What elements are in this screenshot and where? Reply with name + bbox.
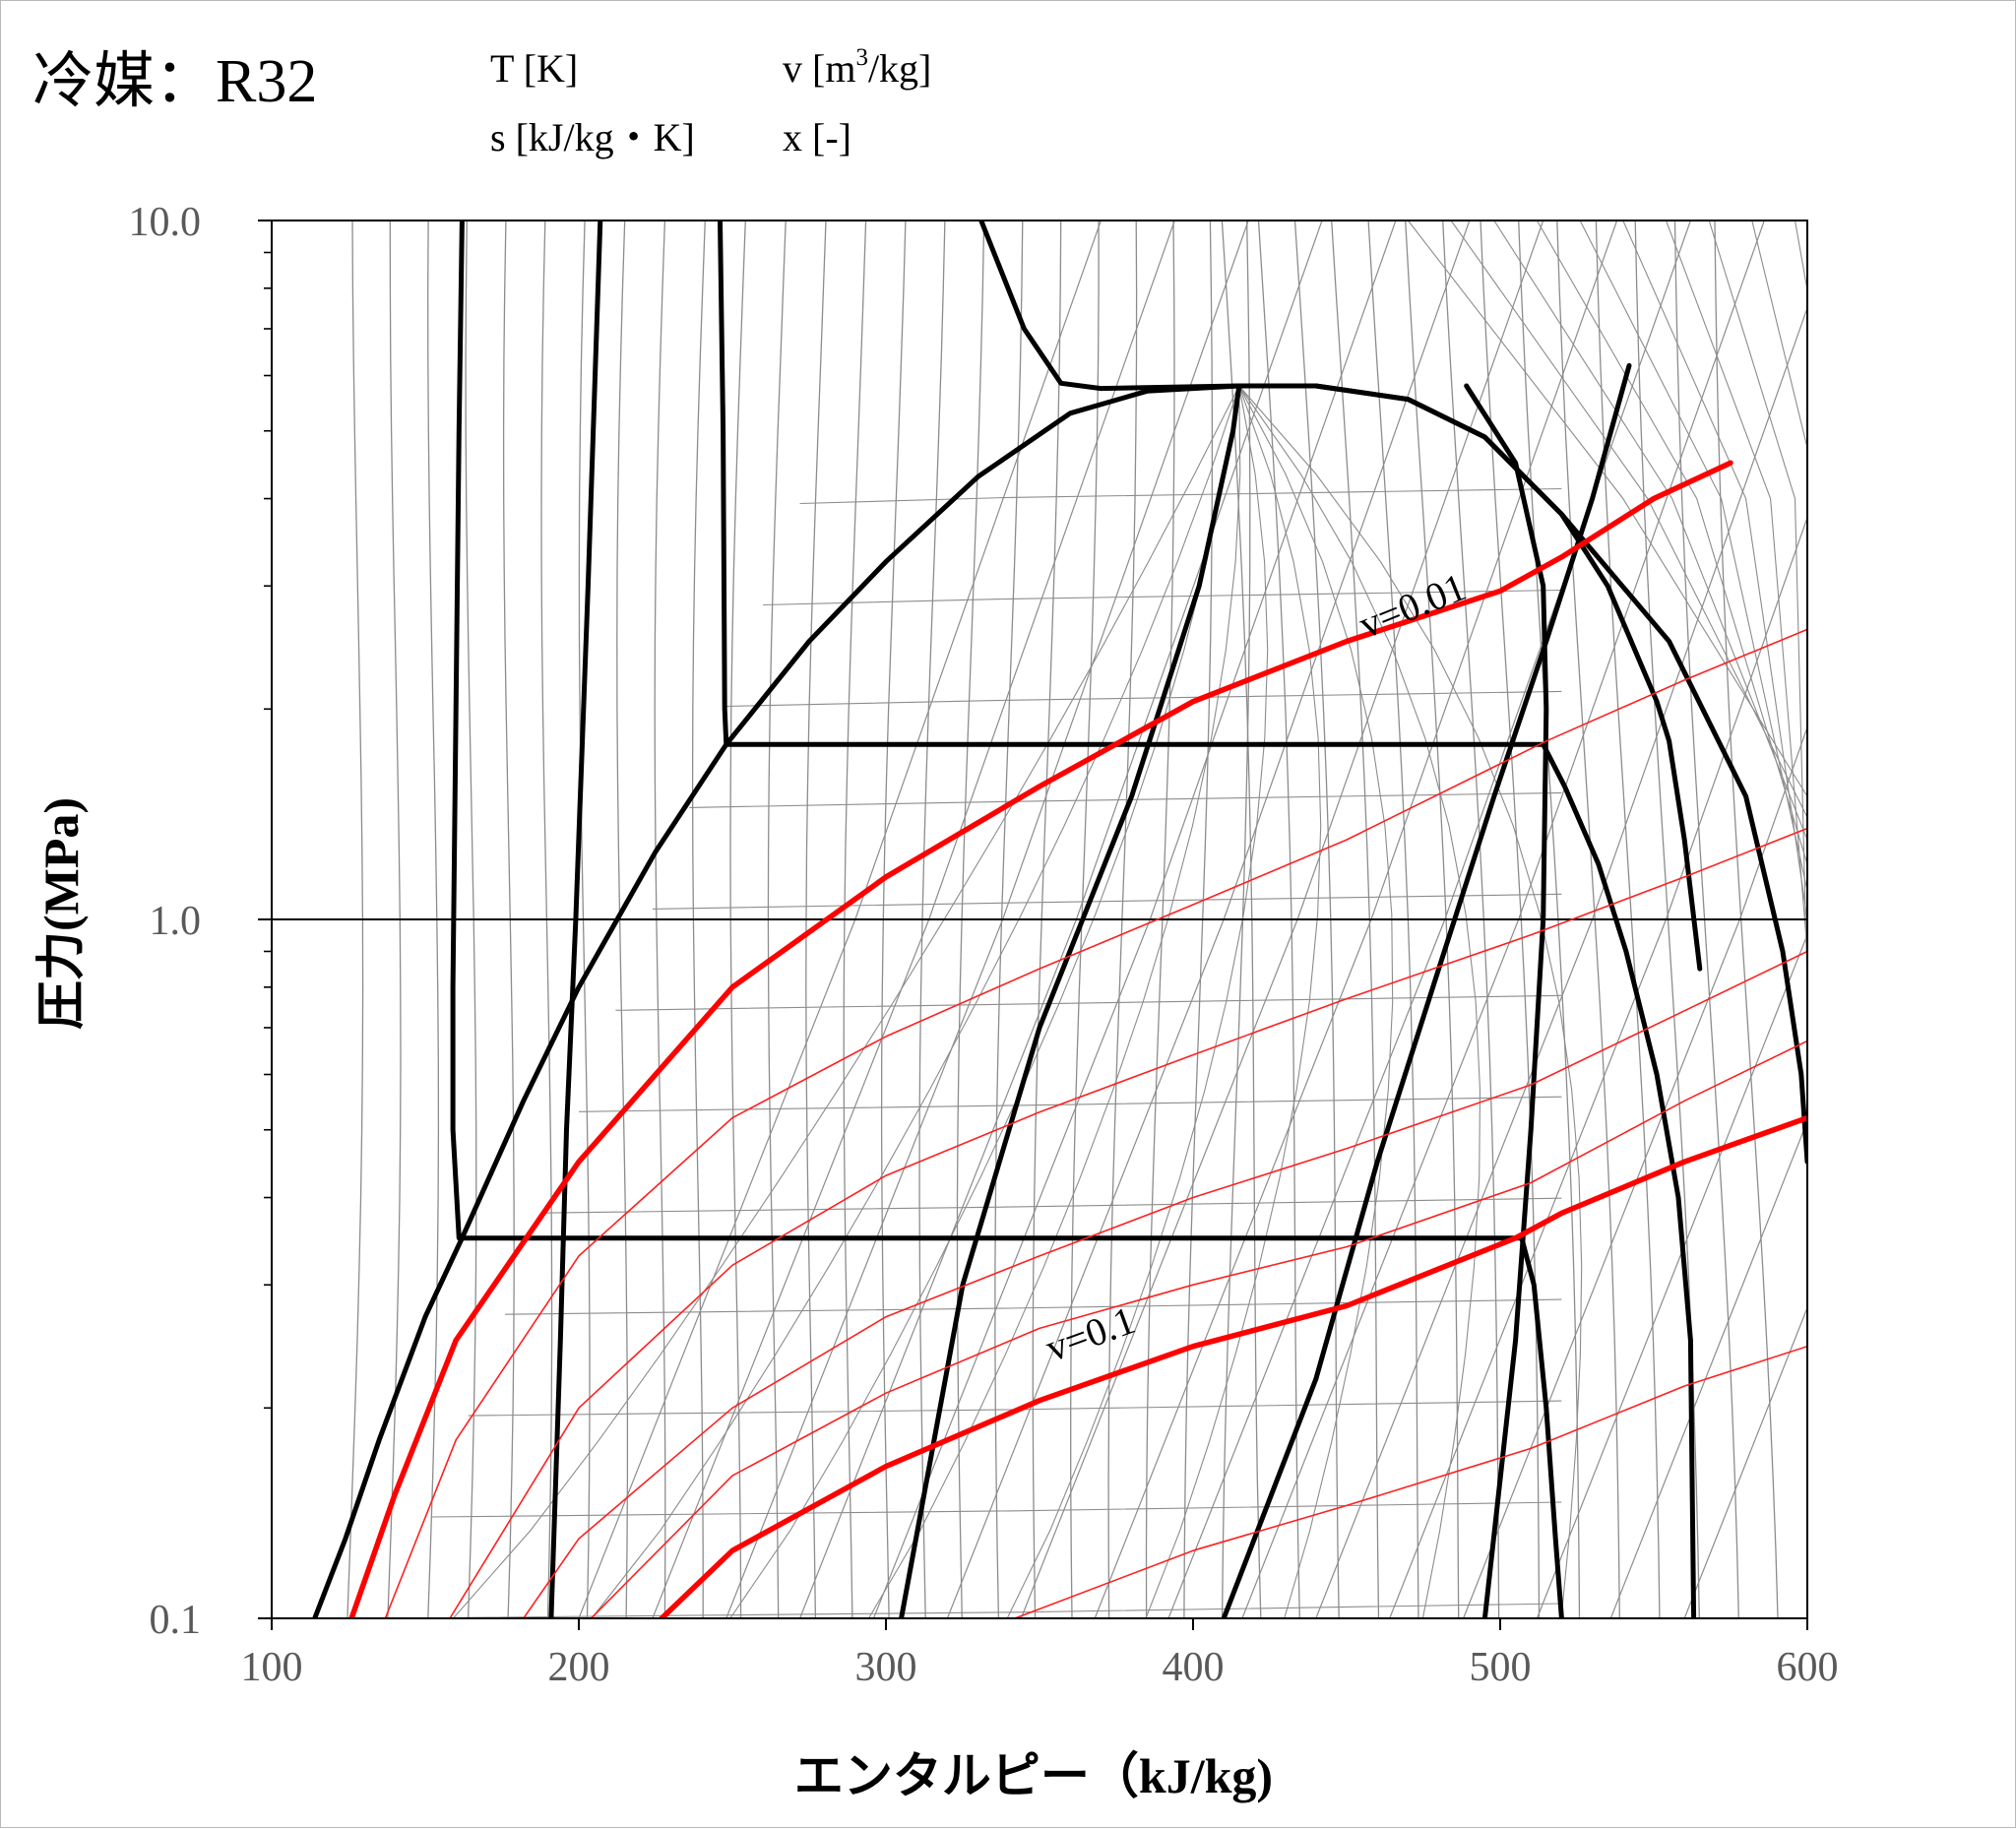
x-tick-label: 600 — [1777, 1645, 1839, 1690]
isobar-line — [541, 1197, 1562, 1214]
supercritical-line — [1751, 221, 1807, 1028]
supercritical-line — [1407, 221, 1807, 797]
supercritical-line — [1708, 221, 1807, 987]
quality-line — [1006, 385, 1269, 1618]
isentrope-line — [1609, 1119, 1807, 1618]
supercritical-line — [1493, 221, 1807, 841]
isentrope-line — [1536, 933, 1807, 1618]
annotation-layer: v=0.01 v=0.1 — [1040, 564, 1472, 1370]
series-isochore-10 — [659, 1114, 1807, 1618]
isobar-line — [431, 1501, 1562, 1518]
series-isochore-14 — [590, 1040, 1807, 1618]
quality-line — [868, 385, 1241, 1618]
legend-entropy: s [kJ/kg・K] — [490, 115, 695, 159]
annotation-label-0: v=0.01 — [1353, 564, 1472, 647]
quality-line — [1238, 385, 1394, 1618]
y-tick-label: 1.0 — [150, 899, 202, 944]
series-isochore-12 — [449, 827, 1807, 1618]
quality-line — [1238, 385, 1583, 1618]
axis-layer: 100 200 300 400 500 600 0.1 1.0 10.0 — [129, 200, 1839, 1690]
isobar-line — [468, 1400, 1562, 1417]
quality-line — [1145, 385, 1322, 1618]
x-tick-label: 500 — [1470, 1645, 1532, 1690]
isobar-line — [725, 690, 1562, 708]
y-tick-label: 10.0 — [129, 200, 202, 245]
x-tick-label: 300 — [855, 1645, 917, 1690]
series-isotherm-3 — [718, 221, 1697, 1618]
y-tick-label: 0.1 — [150, 1598, 202, 1643]
isobar-line — [394, 1603, 1562, 1618]
quality-line — [452, 385, 1240, 1618]
isobar-line — [578, 1096, 1562, 1112]
series-isochore-13 — [523, 950, 1807, 1618]
isentrope-line — [1683, 1305, 1807, 1618]
series-isotherm-2 — [978, 221, 1807, 1165]
isobar-line — [652, 893, 1562, 910]
series-isochore-11 — [384, 628, 1807, 1618]
legend-v-suffix: /kg] — [868, 46, 931, 91]
legend-temperature: T [K] — [490, 46, 578, 91]
supercritical-line — [1450, 221, 1807, 818]
quality-line — [591, 385, 1240, 1618]
x-tick-label: 100 — [241, 1645, 303, 1690]
series-layer — [312, 221, 1807, 1618]
series-saturation_liquid-0 — [312, 383, 1242, 1618]
isobar-line — [799, 487, 1562, 505]
series-isotherm-4 — [450, 221, 1564, 1618]
y-axis-label: 圧力(MPa) — [33, 797, 89, 1030]
series-isentrope-7 — [1221, 362, 1632, 1618]
supercritical-line — [1622, 221, 1807, 920]
x-tick-label: 200 — [548, 1645, 610, 1690]
legend-specific-volume: v [m3/kg] — [783, 44, 931, 91]
annotation-label-1: v=0.1 — [1040, 1297, 1140, 1370]
quality-line — [1238, 385, 1481, 1618]
supercritical-line — [1579, 221, 1807, 891]
isobar-line — [505, 1298, 1562, 1315]
series-isentrope-5 — [548, 221, 603, 1618]
legend-quality: x [-] — [783, 115, 851, 159]
legend-v-sup: 3 — [855, 44, 868, 71]
series-isochore-9 — [348, 460, 1733, 1618]
supercritical-line — [1665, 221, 1807, 952]
legend-v-prefix: v [m — [783, 46, 855, 91]
series-isentrope-6 — [899, 383, 1242, 1618]
x-axis-label: エンタルピー（kJ/kg) — [794, 1748, 1273, 1803]
chart-title: 冷媒：R32 — [32, 48, 317, 115]
series-isentrope-8 — [1464, 383, 1549, 1618]
supercritical-line — [1536, 221, 1807, 864]
x-tick-label: 400 — [1163, 1645, 1225, 1690]
isobar-line — [615, 994, 1562, 1011]
series-isochore-15 — [1014, 1345, 1807, 1618]
